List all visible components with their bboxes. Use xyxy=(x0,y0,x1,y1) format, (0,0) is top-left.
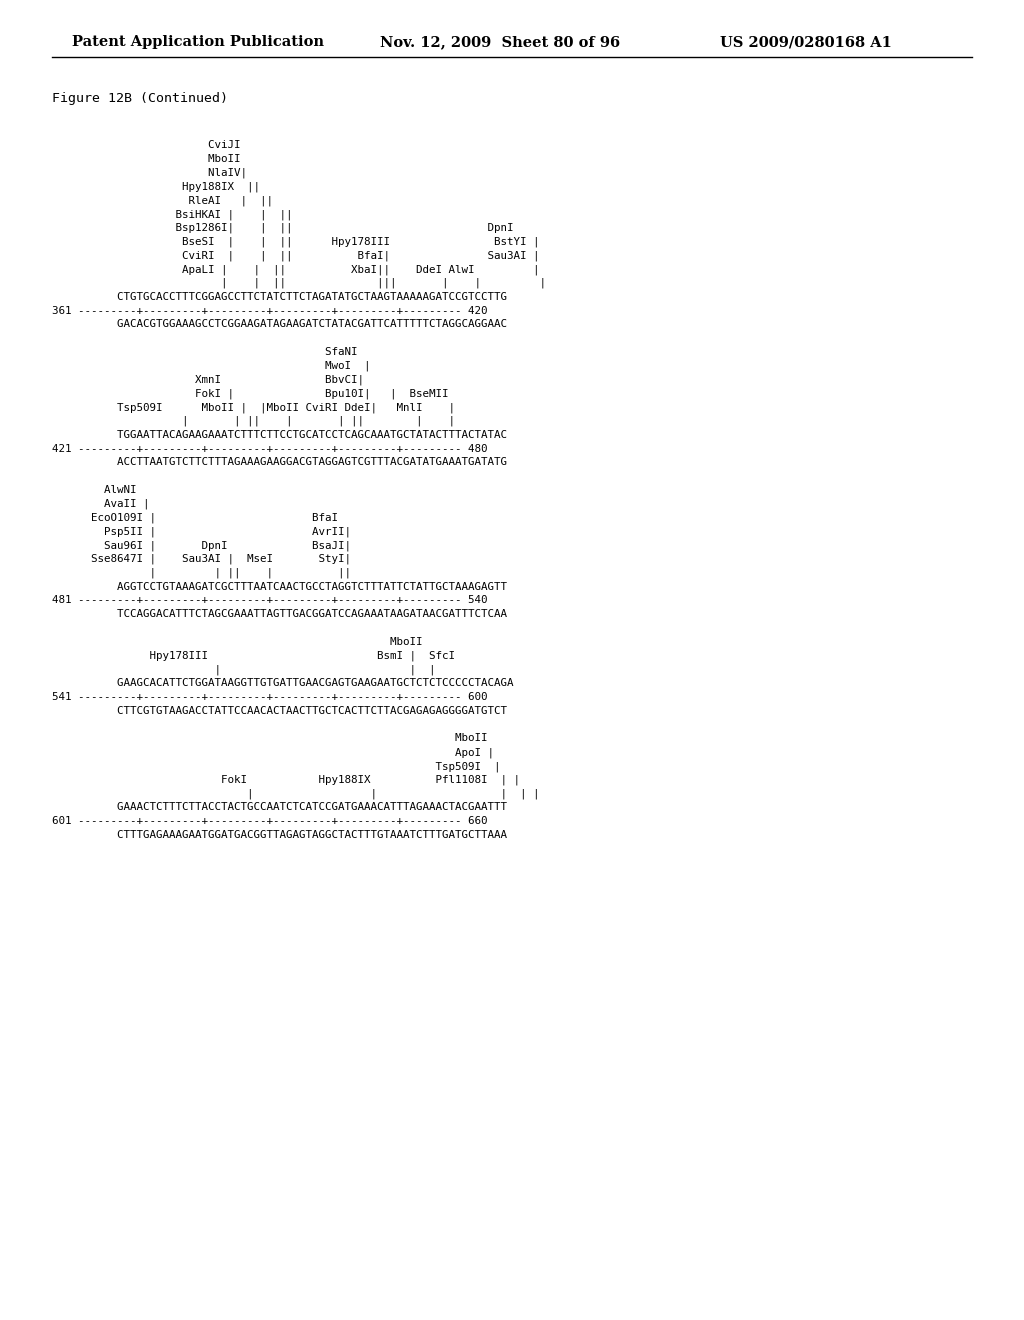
Text: FokI |              Bpu10I|   |  BseMII: FokI | Bpu10I| | BseMII xyxy=(52,388,449,399)
Text: MboII: MboII xyxy=(52,636,423,647)
Text: 481 ---------+---------+---------+---------+---------+--------- 540: 481 ---------+---------+---------+------… xyxy=(52,595,487,606)
Text: ACCTTAATGTCTTCTTTAGAAAGAAGGACGTAGGAGTCGTTTACGATATGAAATGATATG: ACCTTAATGTCTTCTTTAGAAAGAAGGACGTAGGAGTCGT… xyxy=(52,458,507,467)
Text: Hpy178III                          BsmI |  SfcI: Hpy178III BsmI | SfcI xyxy=(52,651,455,661)
Text: ApaLI |    |  ||          XbaI||    DdeI AlwI         |: ApaLI | | || XbaI|| DdeI AlwI | xyxy=(52,264,540,275)
Text: GACACGTGGAAAGCCTCGGAAGATAGAAGATCTATACGATTCATTTTTCTAGGCAGGAAC: GACACGTGGAAAGCCTCGGAAGATAGAAGATCTATACGAT… xyxy=(52,319,507,330)
Text: Psp5II |                        AvrII|: Psp5II | AvrII| xyxy=(52,527,351,537)
Text: RleAI   |  ||: RleAI | || xyxy=(52,195,273,206)
Text: MboII: MboII xyxy=(52,154,241,164)
Text: CviJI: CviJI xyxy=(52,140,241,150)
Text: 361 ---------+---------+---------+---------+---------+--------- 420: 361 ---------+---------+---------+------… xyxy=(52,306,487,315)
Text: AGGTCCTGTAAAGATCGCTTTAATCAACTGCCTAGGTCTTTATTCTATTGCTAAAGAGTT: AGGTCCTGTAAAGATCGCTTTAATCAACTGCCTAGGTCTT… xyxy=(52,582,507,591)
Text: 421 ---------+---------+---------+---------+---------+--------- 480: 421 ---------+---------+---------+------… xyxy=(52,444,487,454)
Text: TCCAGGACATTTCTAGCGAAATTAGTTGACGGATCCAGAAATAAGATAACGATTTCTCAA: TCCAGGACATTTCTAGCGAAATTAGTTGACGGATCCAGAA… xyxy=(52,610,507,619)
Text: BseSI  |    |  ||      Hpy178III                BstYI |: BseSI | | || Hpy178III BstYI | xyxy=(52,236,540,247)
Text: SfaNI: SfaNI xyxy=(52,347,357,356)
Text: 601 ---------+---------+---------+---------+---------+--------- 660: 601 ---------+---------+---------+------… xyxy=(52,816,487,826)
Text: MboII: MboII xyxy=(52,734,487,743)
Text: 541 ---------+---------+---------+---------+---------+--------- 600: 541 ---------+---------+---------+------… xyxy=(52,692,487,702)
Text: MwoI  |: MwoI | xyxy=(52,360,371,371)
Text: Sse8647I |    Sau3AI |  MseI       StyI|: Sse8647I | Sau3AI | MseI StyI| xyxy=(52,554,351,565)
Text: BsiHKAI |    |  ||: BsiHKAI | | || xyxy=(52,209,293,219)
Text: US 2009/0280168 A1: US 2009/0280168 A1 xyxy=(720,36,892,49)
Text: AlwNI: AlwNI xyxy=(52,484,136,495)
Text: EcoO109I |                        BfaI: EcoO109I | BfaI xyxy=(52,512,338,523)
Text: Bsp1286I|    |  ||                              DpnI: Bsp1286I| | || DpnI xyxy=(52,223,513,234)
Text: ApoI |: ApoI | xyxy=(52,747,494,758)
Text: GAAACTCTTTCTTACCTACTGCCAATCTCATCCGATGAAACATTTAGAAACTACGAATTT: GAAACTCTTTCTTACCTACTGCCAATCTCATCCGATGAAA… xyxy=(52,803,507,812)
Text: CviRI  |    |  ||          BfaI|               Sau3AI |: CviRI | | || BfaI| Sau3AI | xyxy=(52,251,540,261)
Text: |         | ||    |          ||: | | || | || xyxy=(52,568,351,578)
Text: CTGTGCACCTTTCGGAGCCTTCTATCTTCTAGATATGCTAAGTAAAAAGATCCGTCCTTG: CTGTGCACCTTTCGGAGCCTTCTATCTTCTAGATATGCTA… xyxy=(52,292,507,302)
Text: Sau96I |       DpnI             BsaJI|: Sau96I | DpnI BsaJI| xyxy=(52,540,351,550)
Text: AvaII |: AvaII | xyxy=(52,499,150,510)
Text: |                             |  |: | | | xyxy=(52,664,435,675)
Text: Patent Application Publication: Patent Application Publication xyxy=(72,36,324,49)
Text: XmnI                BbvCI|: XmnI BbvCI| xyxy=(52,375,364,385)
Text: Nov. 12, 2009  Sheet 80 of 96: Nov. 12, 2009 Sheet 80 of 96 xyxy=(380,36,621,49)
Text: TGGAATTACAGAAGAAATCTTTCTTCCTGCATCCTCAGCAAATGCTATACTTTACTATAC: TGGAATTACAGAAGAAATCTTTCTTCCTGCATCCTCAGCA… xyxy=(52,430,507,440)
Text: CTTTGAGAAAGAATGGATGACGGTTAGAGTAGGCTACTTTGTAAATCTTTGATGCTTAAA: CTTTGAGAAAGAATGGATGACGGTTAGAGTAGGCTACTTT… xyxy=(52,830,507,840)
Text: Figure 12B (Continued): Figure 12B (Continued) xyxy=(52,92,228,106)
Text: FokI           Hpy188IX          Pfl1108I  | |: FokI Hpy188IX Pfl1108I | | xyxy=(52,775,520,785)
Text: |    |  ||              |||       |    |         |: | | || ||| | | | xyxy=(52,279,546,289)
Text: Tsp509I      MboII |  |MboII CviRI DdeI|   MnlI    |: Tsp509I MboII | |MboII CviRI DdeI| MnlI … xyxy=(52,403,455,413)
Text: Tsp509I  |: Tsp509I | xyxy=(52,762,501,771)
Text: CTTCGTGTAAGACCTATTCCAACACTAACTTGCTCACTTCTTACGAGAGAGGGGATGTCT: CTTCGTGTAAGACCTATTCCAACACTAACTTGCTCACTTC… xyxy=(52,706,507,715)
Text: |       | ||    |       | ||        |    |: | | || | | || | | xyxy=(52,416,455,426)
Text: Hpy188IX  ||: Hpy188IX || xyxy=(52,181,260,191)
Text: GAAGCACATTCTGGATAAGGTTGTGATTGAACGAGTGAAGAATGCTCTCTCCCCCTACAGA: GAAGCACATTCTGGATAAGGTTGTGATTGAACGAGTGAAG… xyxy=(52,678,513,688)
Text: |                  |                   |  | |: | | | | | xyxy=(52,788,540,799)
Text: NlaIV|: NlaIV| xyxy=(52,168,247,178)
